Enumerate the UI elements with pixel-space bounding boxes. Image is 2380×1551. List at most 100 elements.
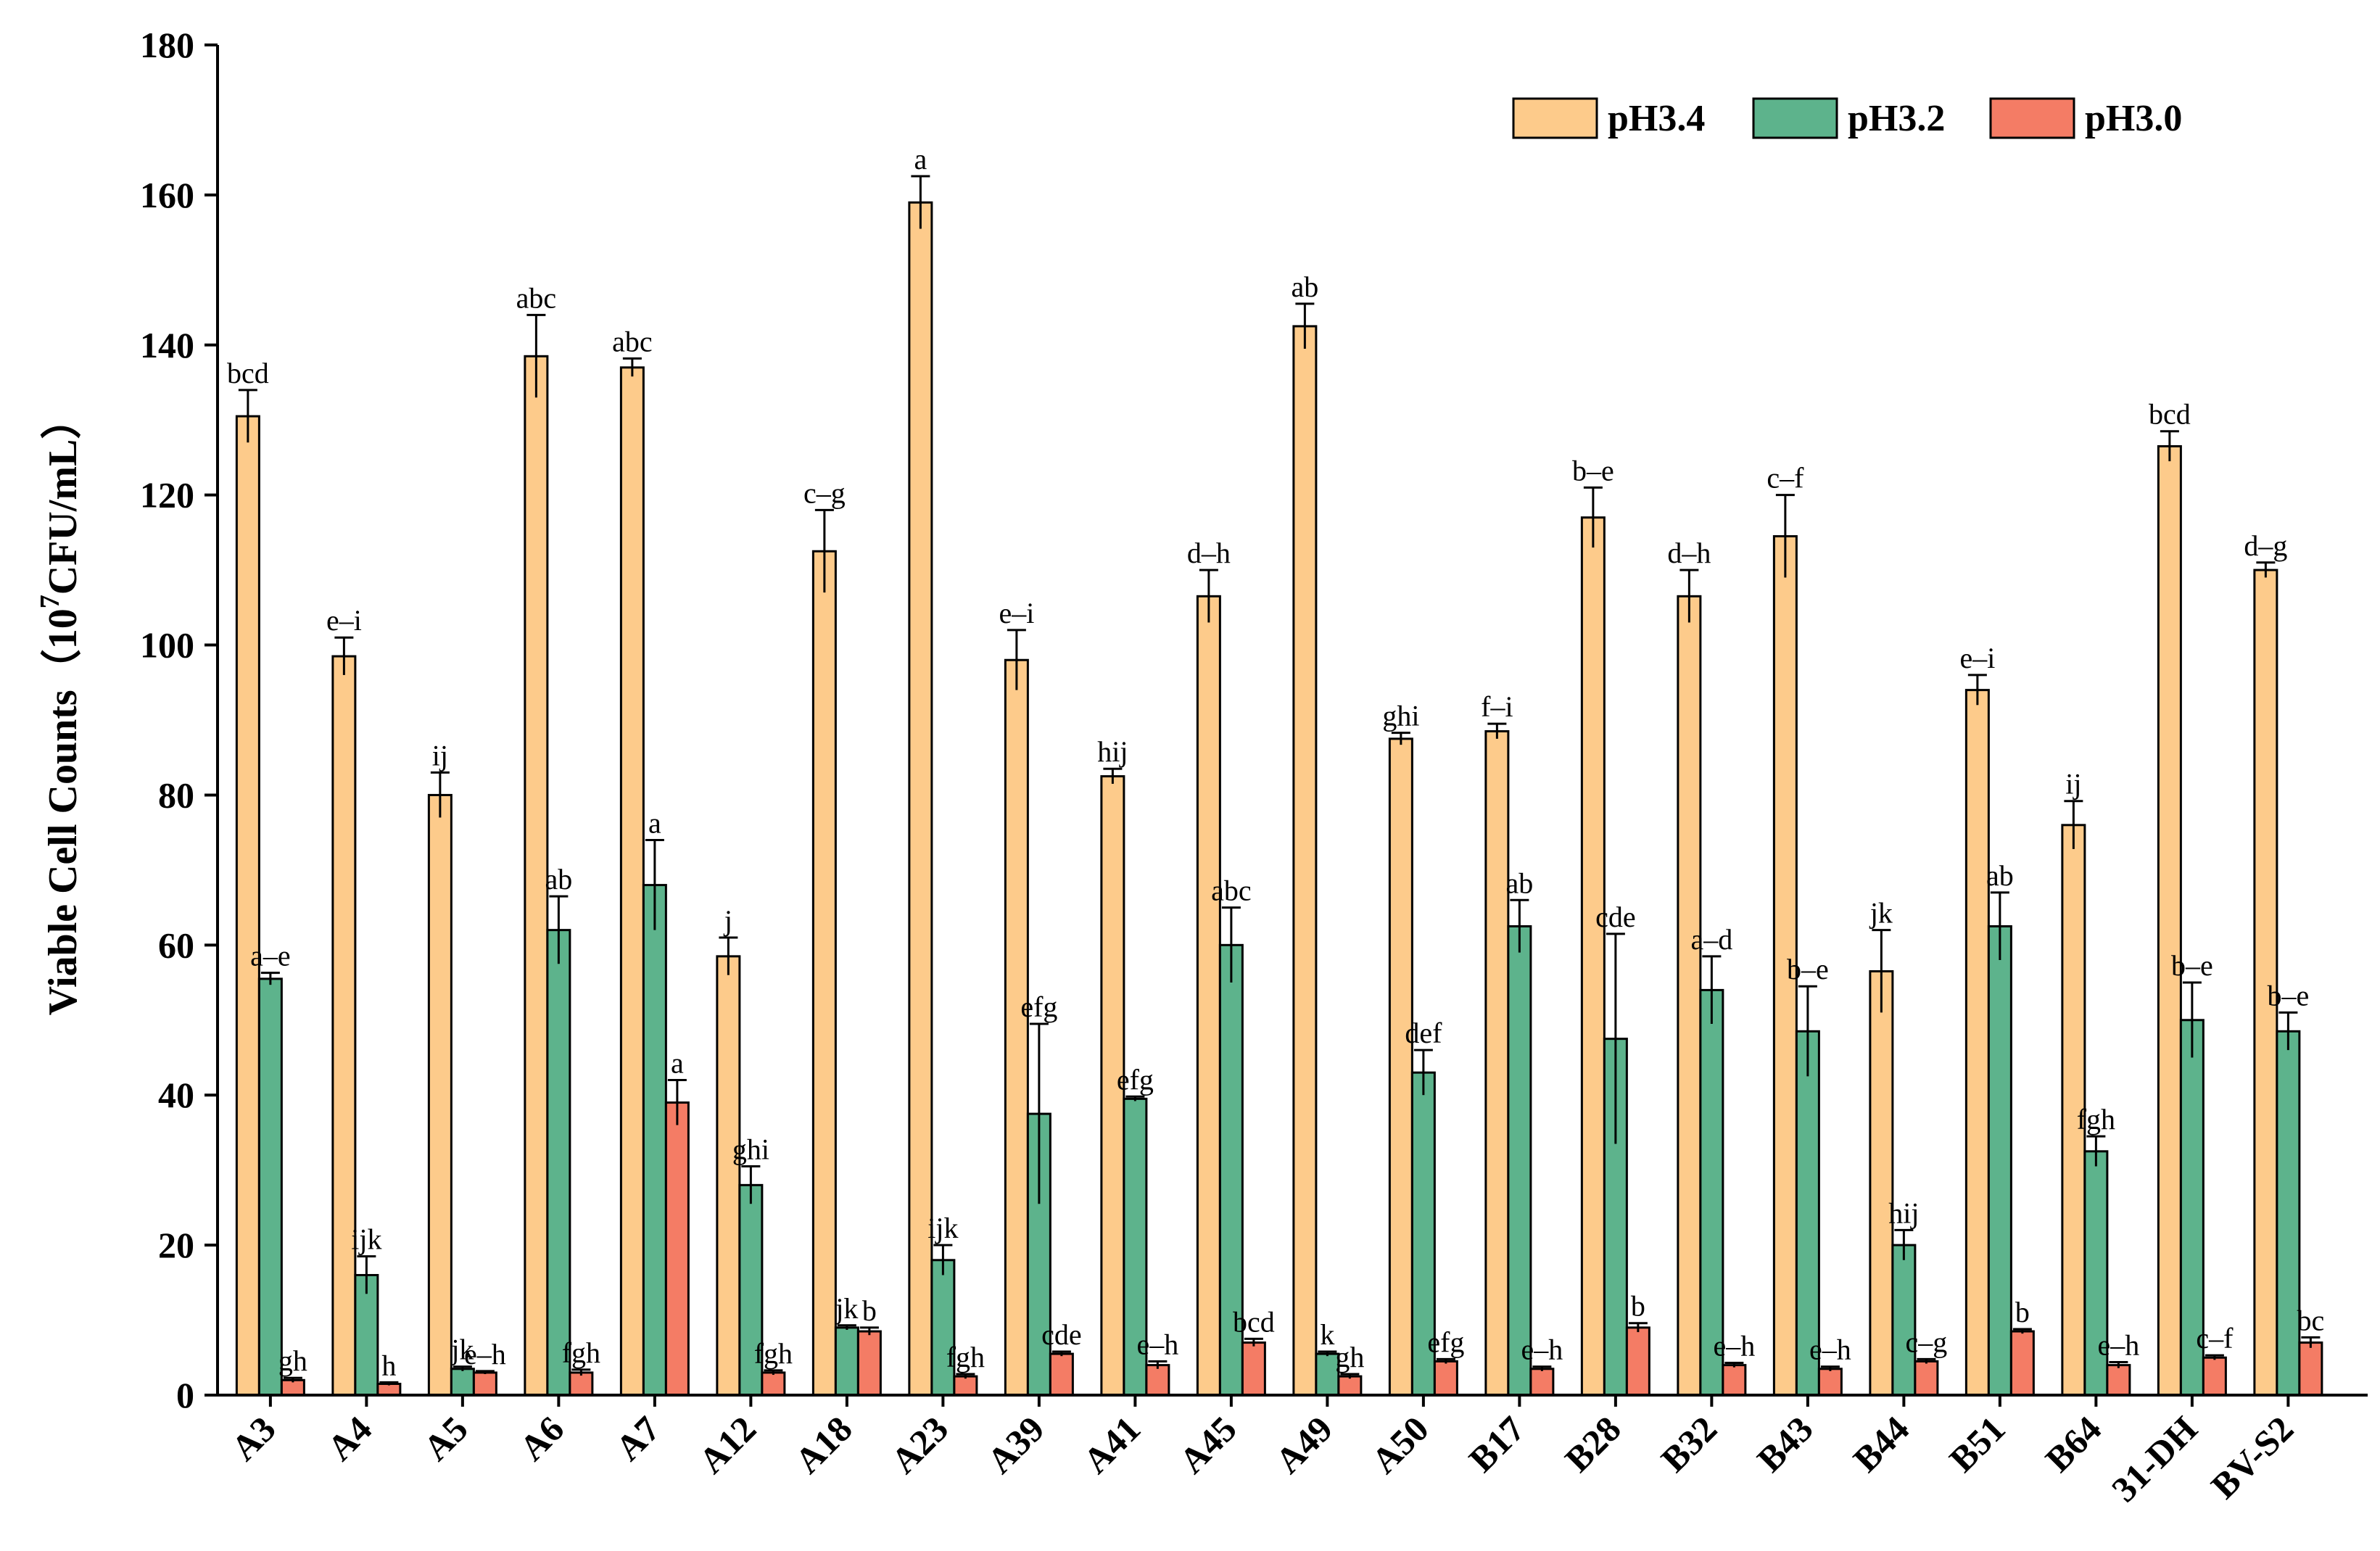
bar-pH3-2-B17 bbox=[1507, 925, 1532, 1397]
bar-pH3-0-B32 bbox=[1722, 1364, 1747, 1397]
x-tick-label: A23 bbox=[883, 1408, 956, 1481]
significance-label: efg bbox=[1117, 1063, 1154, 1096]
bar-pH3-0-A49 bbox=[1337, 1375, 1363, 1397]
significance-label: a–d bbox=[1690, 923, 1732, 956]
bar-pH3-4-A18 bbox=[811, 550, 837, 1397]
significance-label: ij bbox=[432, 739, 448, 772]
significance-label: a–e bbox=[250, 940, 291, 972]
significance-label: k bbox=[1320, 1318, 1334, 1351]
significance-label: gh bbox=[1335, 1341, 1364, 1373]
bar-pH3-4-A6 bbox=[524, 355, 549, 1397]
significance-label: fgh bbox=[562, 1336, 600, 1369]
bar-pH3-2-B51 bbox=[1987, 925, 2012, 1397]
y-tick-label: 100 bbox=[140, 625, 194, 666]
y-axis-label-unit: CFU/mL） bbox=[40, 399, 86, 595]
significance-label: ab bbox=[1291, 270, 1318, 303]
significance-label: bcd bbox=[1233, 1305, 1275, 1338]
bar-pH3-4-31-DH bbox=[2157, 444, 2182, 1397]
bar-pH3-4-A3 bbox=[235, 415, 260, 1397]
bar-pH3-0-B64 bbox=[2106, 1364, 2131, 1397]
bar-pH3-4-A50 bbox=[1388, 737, 1413, 1397]
significance-label: jk bbox=[450, 1333, 474, 1366]
bar-pH3-0-A12 bbox=[761, 1371, 786, 1397]
bar-pH3-2-A18 bbox=[834, 1326, 859, 1397]
bar-pH3-0-A41 bbox=[1145, 1364, 1170, 1397]
bar-pH3-0-BV-S2 bbox=[2298, 1341, 2323, 1397]
significance-label: e–i bbox=[326, 604, 362, 637]
y-tick-label: 60 bbox=[158, 925, 194, 965]
x-tick-label: B43 bbox=[1749, 1408, 1821, 1480]
bar-pH3-0-B43 bbox=[1817, 1368, 1843, 1397]
significance-label: d–h bbox=[1667, 537, 1711, 569]
y-axis: 0 20 40 60 80 100 120 140 160 180 bbox=[140, 25, 219, 1415]
significance-label: h bbox=[381, 1349, 396, 1381]
significance-label: def bbox=[1405, 1017, 1442, 1049]
significance-label: ghi bbox=[1382, 700, 1419, 732]
x-tick-label: BV-S2 bbox=[2203, 1408, 2301, 1506]
bar-pH3-2-A23 bbox=[930, 1259, 956, 1397]
significance-label: b bbox=[2015, 1296, 2030, 1328]
bar-pH3-0-A18 bbox=[856, 1330, 882, 1397]
x-tick-label: A39 bbox=[979, 1408, 1051, 1481]
bar-pH3-2-B44 bbox=[1891, 1244, 1917, 1397]
significance-label: b–e bbox=[1787, 953, 1829, 985]
significance-label: b bbox=[1631, 1290, 1645, 1323]
bar-pH3-2-A3 bbox=[257, 977, 283, 1397]
significance-label: a bbox=[914, 143, 927, 175]
x-tick-label: A5 bbox=[416, 1408, 476, 1468]
bar-pH3-4-A4 bbox=[331, 655, 357, 1397]
x-tick-label: A6 bbox=[511, 1408, 571, 1468]
legend: pH3.4 pH3.2 pH3.0 bbox=[1512, 97, 2182, 139]
x-tick-label: A45 bbox=[1171, 1408, 1244, 1481]
significance-label: jk bbox=[1869, 897, 1893, 930]
bar-pH3-4-B44 bbox=[1869, 970, 1894, 1397]
bar-pH3-4-B32 bbox=[1677, 595, 1702, 1397]
significance-label: b bbox=[862, 1294, 877, 1327]
x-tick-label: B32 bbox=[1653, 1408, 1725, 1480]
significance-label: d–h bbox=[1187, 537, 1231, 569]
significance-label: ab bbox=[1505, 867, 1533, 899]
significance-label: a bbox=[671, 1047, 684, 1080]
x-tick-label: A18 bbox=[787, 1408, 859, 1481]
significance-label: ij bbox=[2065, 768, 2081, 801]
x-tick-label: A49 bbox=[1268, 1408, 1340, 1481]
y-axis-label: Viable Cell Counts（107CFU/mL） bbox=[35, 399, 86, 1016]
significance-label: bcd bbox=[2149, 398, 2191, 431]
significance-label: b–e bbox=[2267, 979, 2309, 1012]
significance-label: ijk bbox=[927, 1212, 958, 1244]
legend-swatch-pH3-4 bbox=[1512, 97, 1598, 139]
significance-label: b–e bbox=[1572, 454, 1614, 487]
bar-pH3-0-A23 bbox=[953, 1375, 978, 1397]
y-tick-label: 140 bbox=[140, 325, 194, 365]
bar-pH3-4-B51 bbox=[1964, 689, 1990, 1397]
significance-label: e–h bbox=[1713, 1330, 1755, 1362]
significance-label: cde bbox=[1595, 901, 1636, 933]
x-tick-label: A3 bbox=[223, 1408, 284, 1468]
bar-pH3-0-B17 bbox=[1529, 1368, 1555, 1397]
significance-label: ijk bbox=[351, 1223, 381, 1256]
legend-label: pH3.0 bbox=[2085, 98, 2182, 139]
bar-pH3-4-A12 bbox=[716, 955, 741, 1397]
significance-label: bcd bbox=[227, 357, 269, 389]
significance-label: bc bbox=[2297, 1304, 2324, 1336]
bar-pH3-2-A5 bbox=[450, 1368, 475, 1397]
significance-label: ghi bbox=[732, 1133, 769, 1165]
x-axis: A3 A4 A5 A6 A7 A12 A18 A23 A39 A41 A45 A49 A50 B17 B28… bbox=[218, 1394, 2368, 1510]
bar-pH3-0-31-DH bbox=[2202, 1356, 2227, 1397]
significance-label: ab bbox=[1986, 859, 2014, 892]
y-tick-label: 40 bbox=[158, 1075, 194, 1115]
significance-label: ab bbox=[545, 863, 572, 896]
y-tick-label: 120 bbox=[140, 475, 194, 516]
bar-pH3-4-A5 bbox=[427, 793, 453, 1397]
significance-label: e–h bbox=[1809, 1333, 1851, 1366]
significance-label: a bbox=[648, 807, 661, 840]
y-tick-label: 180 bbox=[140, 25, 194, 65]
significance-label: j bbox=[723, 904, 732, 937]
bar-pH3-4-A49 bbox=[1292, 325, 1318, 1397]
significance-label: c–f bbox=[1767, 462, 1804, 495]
bar-pH3-0-A7 bbox=[664, 1101, 690, 1397]
bar-pH3-0-A50 bbox=[1433, 1360, 1458, 1397]
y-axis-label-main: Viable Cell Counts（10 bbox=[40, 608, 86, 1015]
significance-label: c–g bbox=[803, 476, 846, 509]
